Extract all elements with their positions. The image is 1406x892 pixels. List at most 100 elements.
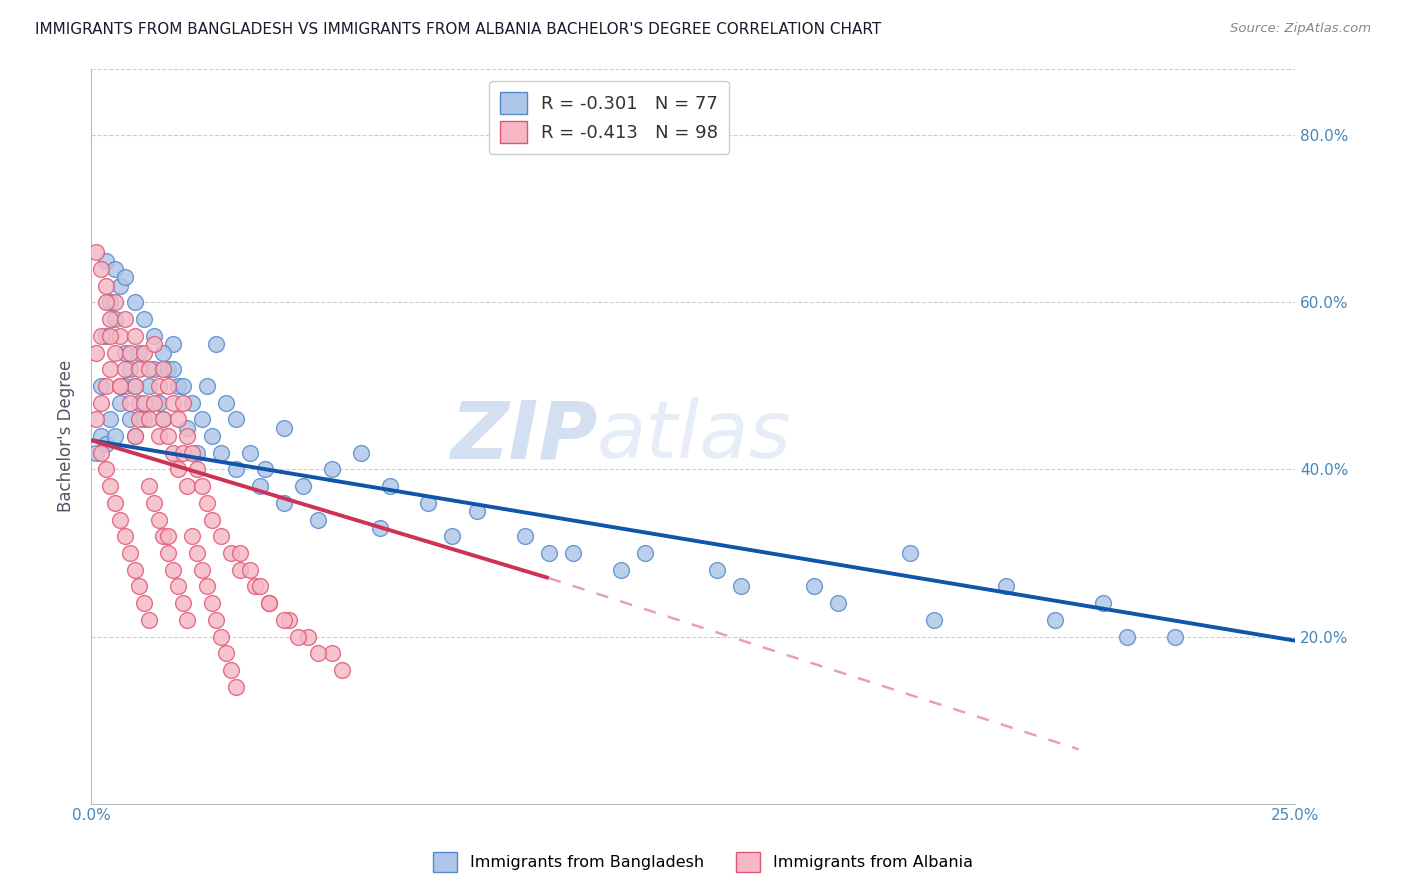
Point	[465, 504, 488, 518]
Point	[138, 479, 160, 493]
Point	[114, 529, 136, 543]
Point	[142, 395, 165, 409]
Point	[537, 546, 560, 560]
Point	[176, 429, 198, 443]
Point	[94, 278, 117, 293]
Point	[162, 395, 184, 409]
Point	[134, 395, 156, 409]
Point	[148, 395, 170, 409]
Point	[167, 462, 190, 476]
Point	[253, 462, 276, 476]
Point	[152, 412, 174, 426]
Point	[90, 262, 112, 277]
Point	[307, 646, 329, 660]
Point	[138, 362, 160, 376]
Point	[90, 446, 112, 460]
Point	[225, 680, 247, 694]
Point	[200, 513, 222, 527]
Point	[172, 596, 194, 610]
Point	[229, 563, 252, 577]
Point	[114, 312, 136, 326]
Point	[1164, 630, 1187, 644]
Point	[200, 596, 222, 610]
Point	[108, 513, 131, 527]
Point	[162, 362, 184, 376]
Point	[100, 362, 122, 376]
Point	[1043, 613, 1066, 627]
Point	[108, 379, 131, 393]
Point	[378, 479, 401, 493]
Point	[157, 429, 180, 443]
Point	[162, 337, 184, 351]
Point	[128, 345, 150, 359]
Point	[124, 429, 146, 443]
Point	[225, 462, 247, 476]
Point	[94, 379, 117, 393]
Point	[118, 345, 141, 359]
Point	[167, 412, 190, 426]
Point	[186, 446, 208, 460]
Point	[176, 479, 198, 493]
Point	[239, 563, 262, 577]
Point	[706, 563, 728, 577]
Point	[142, 362, 165, 376]
Point	[1115, 630, 1137, 644]
Text: ZIP: ZIP	[450, 397, 598, 475]
Point	[138, 412, 160, 426]
Point	[172, 446, 194, 460]
Point	[148, 513, 170, 527]
Point	[215, 395, 238, 409]
Point	[84, 345, 107, 359]
Y-axis label: Bachelor's Degree: Bachelor's Degree	[58, 360, 75, 512]
Point	[827, 596, 849, 610]
Point	[195, 379, 218, 393]
Point	[152, 345, 174, 359]
Point	[124, 563, 146, 577]
Point	[195, 579, 218, 593]
Point	[124, 429, 146, 443]
Point	[94, 295, 117, 310]
Point	[225, 412, 247, 426]
Point	[100, 328, 122, 343]
Point	[610, 563, 633, 577]
Point	[134, 312, 156, 326]
Point	[167, 379, 190, 393]
Point	[108, 395, 131, 409]
Point	[350, 446, 373, 460]
Point	[191, 412, 214, 426]
Point	[94, 437, 117, 451]
Point	[138, 379, 160, 393]
Legend: Immigrants from Bangladesh, Immigrants from Albania: Immigrants from Bangladesh, Immigrants f…	[425, 844, 981, 880]
Point	[200, 429, 222, 443]
Point	[441, 529, 464, 543]
Point	[181, 529, 204, 543]
Point	[100, 312, 122, 326]
Point	[321, 462, 343, 476]
Point	[118, 362, 141, 376]
Point	[162, 563, 184, 577]
Point	[219, 663, 242, 677]
Point	[287, 630, 309, 644]
Point	[114, 362, 136, 376]
Point	[138, 613, 160, 627]
Point	[191, 563, 214, 577]
Point	[124, 379, 146, 393]
Text: atlas: atlas	[598, 397, 792, 475]
Point	[84, 412, 107, 426]
Point	[176, 421, 198, 435]
Point	[186, 462, 208, 476]
Point	[118, 546, 141, 560]
Point	[995, 579, 1018, 593]
Point	[108, 278, 131, 293]
Point	[84, 446, 107, 460]
Point	[128, 579, 150, 593]
Point	[176, 613, 198, 627]
Point	[124, 295, 146, 310]
Point	[186, 546, 208, 560]
Point	[128, 395, 150, 409]
Point	[90, 395, 112, 409]
Point	[219, 546, 242, 560]
Point	[205, 337, 228, 351]
Point	[172, 395, 194, 409]
Point	[368, 521, 391, 535]
